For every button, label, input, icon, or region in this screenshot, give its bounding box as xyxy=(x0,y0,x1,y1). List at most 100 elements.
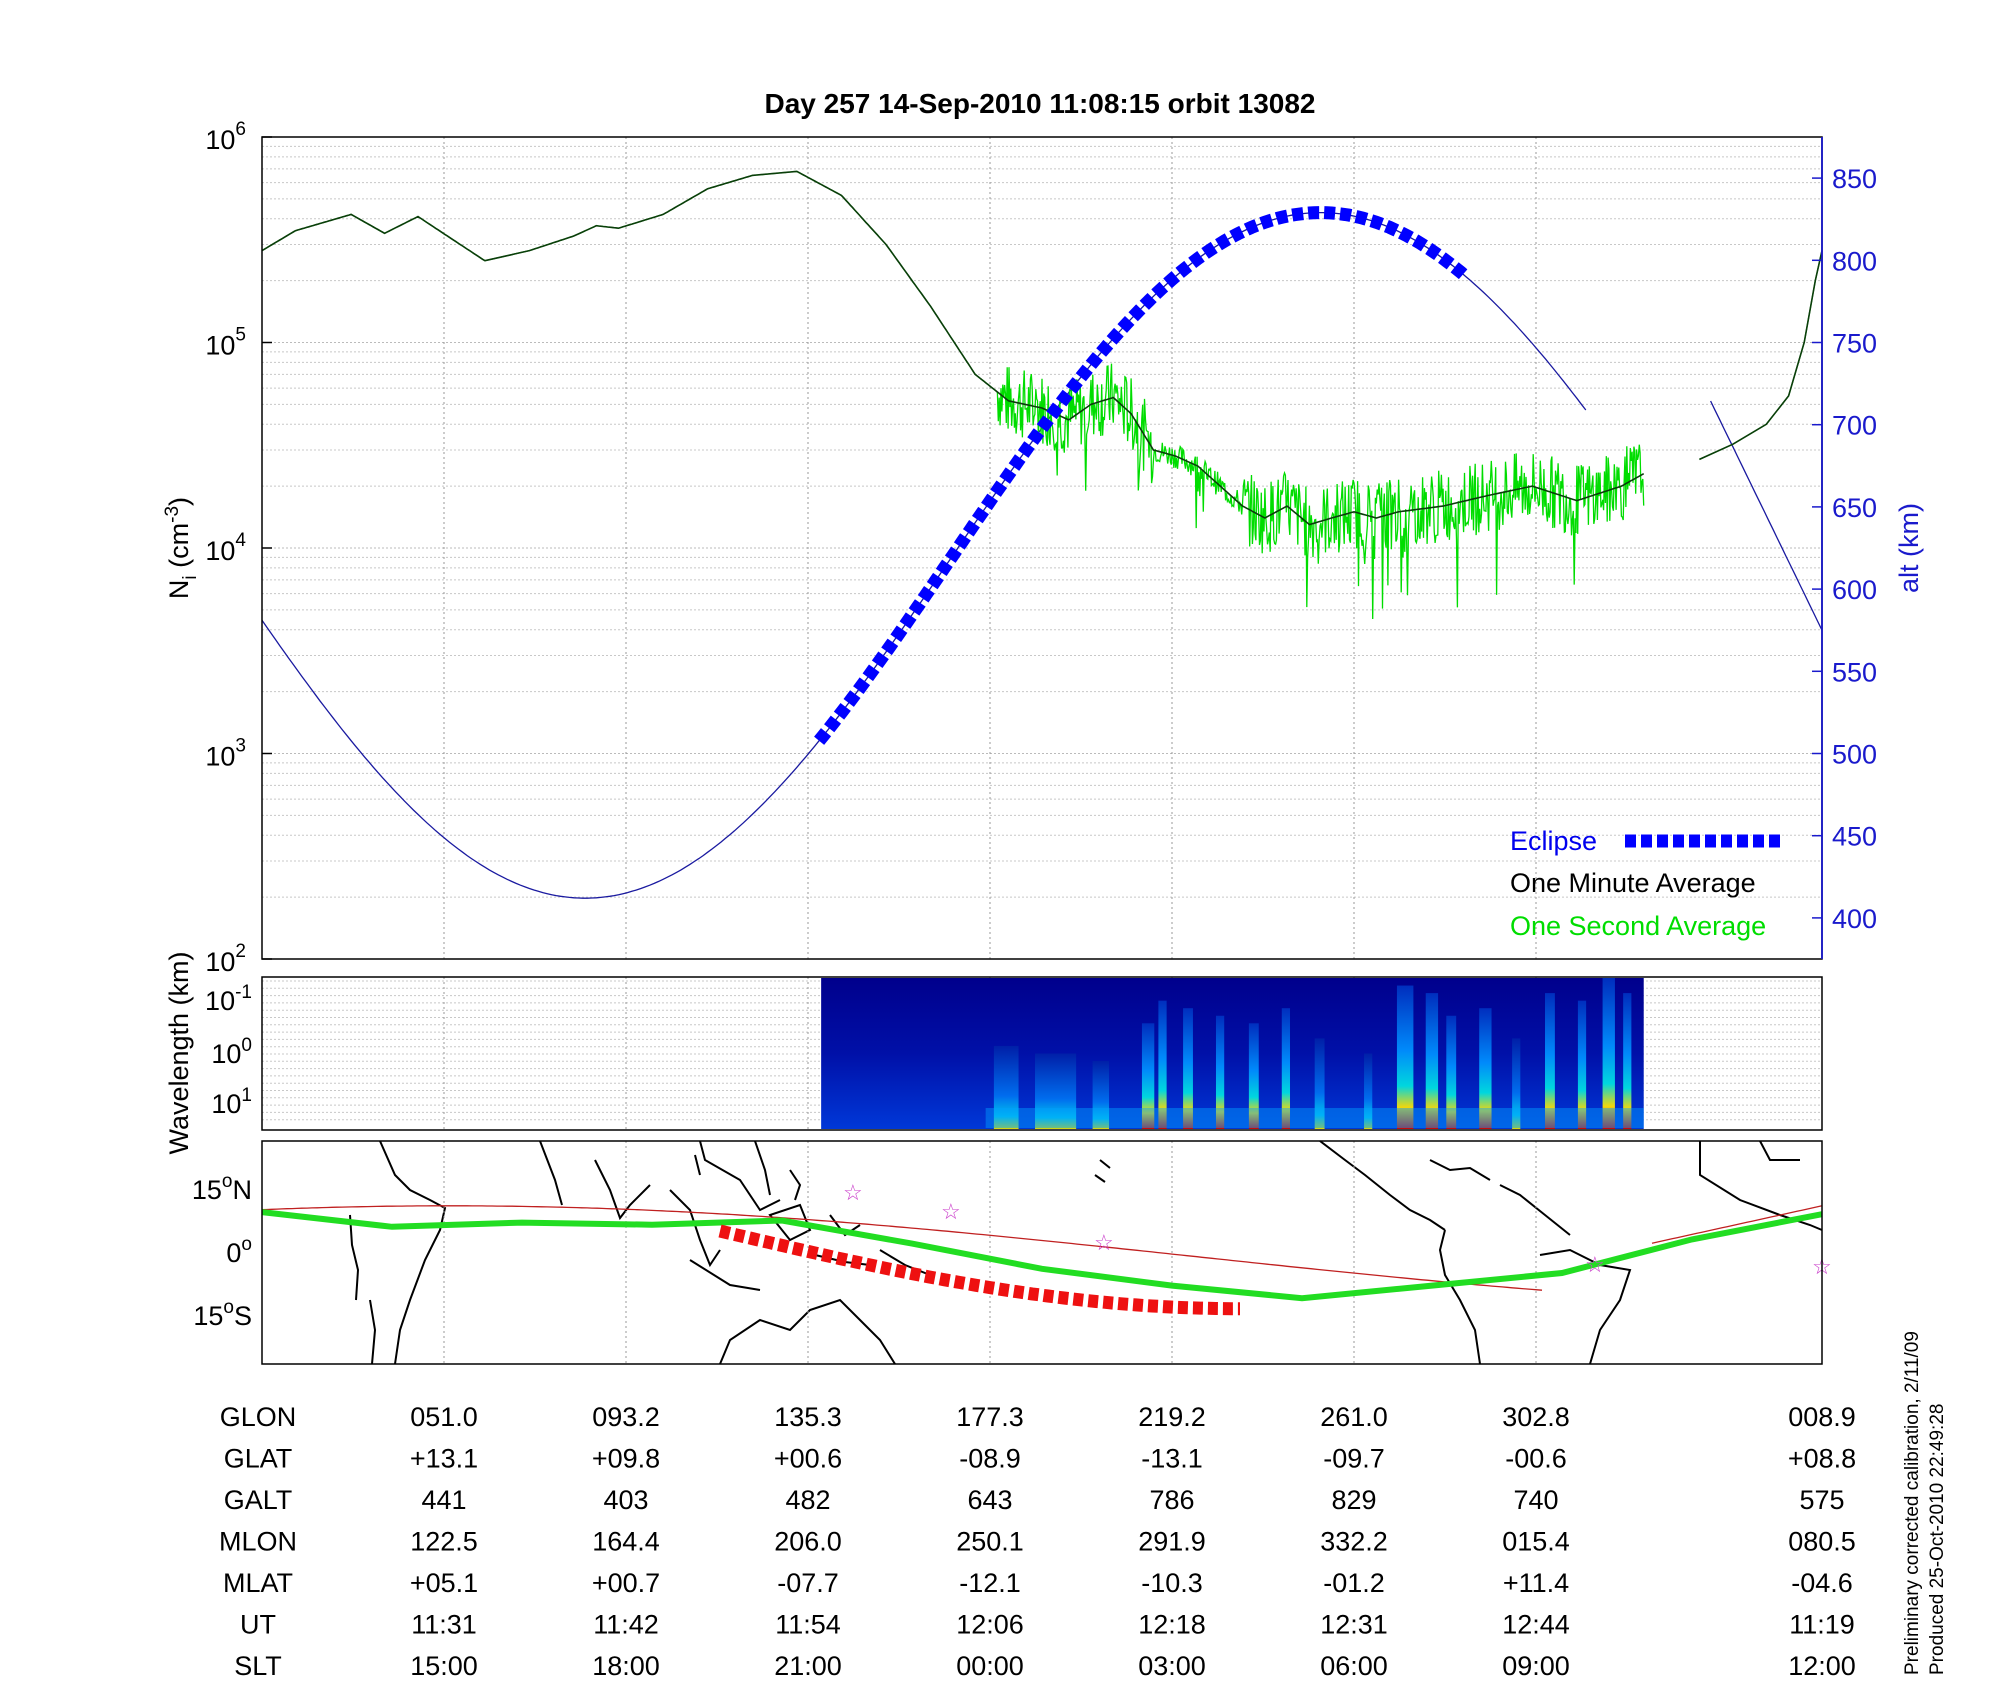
table-cell: 00:00 xyxy=(956,1651,1024,1681)
table-cell: 12:44 xyxy=(1502,1610,1570,1640)
table-cell: 643 xyxy=(967,1485,1012,1515)
table-row-label: SLT xyxy=(234,1651,282,1681)
spectrogram-burst xyxy=(1512,1038,1521,1129)
altitude-y-tick-label: 400 xyxy=(1832,904,1877,934)
spectrogram-burst xyxy=(1479,1008,1492,1129)
spectrogram-burst xyxy=(1364,1053,1373,1129)
legend-eclipse-label: Eclipse xyxy=(1510,826,1597,856)
spectrogram-burst xyxy=(1602,978,1615,1129)
table-cell: 008.9 xyxy=(1788,1402,1856,1432)
map-y-tick-label: 15oN xyxy=(192,1171,252,1205)
spectrogram-burst xyxy=(1314,1038,1325,1129)
table-cell: 482 xyxy=(785,1485,830,1515)
table-cell: 11:19 xyxy=(1789,1610,1855,1640)
map-eclipse-segment xyxy=(718,1224,1240,1316)
table-cell: +00.7 xyxy=(592,1568,660,1598)
coastlines xyxy=(349,1140,1823,1365)
table-cell: 829 xyxy=(1331,1485,1376,1515)
altitude-y-tick-label: 650 xyxy=(1832,493,1877,523)
star-icon: ☆ xyxy=(843,1180,863,1205)
table-cell: 015.4 xyxy=(1502,1527,1570,1557)
table-cell: 122.5 xyxy=(410,1527,478,1557)
altitude-y-tick-label: 550 xyxy=(1832,657,1877,687)
density-y-tick-label: 105 xyxy=(205,325,246,361)
altitude-y-tick-label: 700 xyxy=(1832,411,1877,441)
table-cell: -09.7 xyxy=(1323,1444,1385,1474)
map-y-ticks: 15oN 0o 15oS xyxy=(192,1171,252,1331)
spectrogram-burst xyxy=(1545,993,1555,1129)
table-row-label: MLAT xyxy=(223,1568,293,1598)
table-row-label: MLON xyxy=(219,1527,297,1557)
table-cell: 18:00 xyxy=(592,1651,660,1681)
table-cell: -12.1 xyxy=(959,1568,1021,1598)
legend-second-label: One Second Average xyxy=(1510,911,1766,941)
table-cell: 12:00 xyxy=(1788,1651,1856,1681)
table-cell: -07.7 xyxy=(777,1568,839,1598)
altitude-y-tick-label: 850 xyxy=(1832,164,1877,194)
wavelength-y-tick-label: 101 xyxy=(211,1085,252,1119)
table-cell: -01.2 xyxy=(1323,1568,1385,1598)
spectrogram-burst xyxy=(1248,1023,1259,1129)
altitude-y-tick-label: 800 xyxy=(1832,246,1877,276)
footer-line-1: Preliminary corrected calibration, 2/11/… xyxy=(1902,1331,1923,1675)
table-cell: -04.6 xyxy=(1791,1568,1853,1598)
magnetic-equator-line xyxy=(261,1205,1823,1291)
spectrogram-burst xyxy=(1183,1008,1193,1129)
table-cell: +08.8 xyxy=(1788,1444,1856,1474)
density-y-tick-label: 102 xyxy=(205,941,246,977)
table-cell: 080.5 xyxy=(1788,1527,1856,1557)
table-row-label: UT xyxy=(240,1610,276,1640)
altitude-y-tick-label: 600 xyxy=(1832,575,1877,605)
eclipse-line xyxy=(814,206,1470,745)
ground-track-line xyxy=(261,1209,1823,1302)
density-y-ticks: 102 103 104 105 106 xyxy=(205,119,272,977)
density-y-tick-label: 106 xyxy=(205,119,246,155)
legend-minute-label: One Minute Average xyxy=(1510,868,1756,898)
spectrogram-background xyxy=(821,978,1644,1129)
spectrogram-burst xyxy=(1577,1000,1587,1129)
table-cell: -08.9 xyxy=(959,1444,1021,1474)
altitude-y-tick-label: 450 xyxy=(1832,822,1877,852)
altitude-y-ticks: 400 450 500 550 600 650 700 750 800 850 xyxy=(1812,164,1877,934)
table-cell: -00.6 xyxy=(1505,1444,1567,1474)
density-grid xyxy=(262,145,1822,960)
table-cell: 093.2 xyxy=(592,1402,660,1432)
table-cell: 575 xyxy=(1799,1485,1844,1515)
map-panel: ☆ ☆ ☆ ☆ ☆ 15oN 0o 15oS xyxy=(192,1140,1832,1365)
table-cell: 332.2 xyxy=(1320,1527,1388,1557)
spectrogram-burst xyxy=(1092,1061,1110,1129)
spectrogram-burst xyxy=(1281,1008,1291,1129)
table-cell: 291.9 xyxy=(1138,1527,1206,1557)
spectrogram-burst xyxy=(1215,1015,1225,1129)
footer-line-2: Produced 25-Oct-2010 22:49:28 xyxy=(1927,1404,1948,1675)
table-cell: 09:00 xyxy=(1502,1651,1570,1681)
table-cell: +09.8 xyxy=(592,1444,660,1474)
table-cell: +13.1 xyxy=(410,1444,478,1474)
spectrogram-burst xyxy=(1141,1023,1155,1129)
table-cell: 15:00 xyxy=(410,1651,478,1681)
table-cell: 12:31 xyxy=(1320,1610,1388,1640)
table-cell: -13.1 xyxy=(1141,1444,1203,1474)
spectrogram xyxy=(821,978,1644,1129)
table-cell: 250.1 xyxy=(956,1527,1024,1557)
spectrogram-burst xyxy=(1035,1053,1077,1129)
table-cell: 219.2 xyxy=(1138,1402,1206,1432)
spectrogram-burst xyxy=(1396,985,1414,1129)
table-cell: 06:00 xyxy=(1320,1651,1388,1681)
spectrogram-burst xyxy=(1425,993,1439,1129)
table-cell: 051.0 xyxy=(410,1402,478,1432)
table-cell: 03:00 xyxy=(1138,1651,1206,1681)
star-icon: ☆ xyxy=(1094,1230,1114,1255)
altitude-y-axis-label: alt (km) xyxy=(1894,503,1924,593)
station-markers: ☆ ☆ ☆ ☆ ☆ xyxy=(843,1180,1832,1279)
one-minute-average-line xyxy=(261,170,1823,526)
ephemeris-table: GLON 051.0 093.2 135.3 177.3 219.2 261.0 302.8 0… xyxy=(219,1402,1856,1681)
wavelength-panel: 10-1 100 101 Wavelength (km) xyxy=(164,951,1823,1155)
spectrogram-burst xyxy=(1446,1015,1457,1129)
map-y-tick-label: 0o xyxy=(226,1234,252,1268)
spectrogram-burst xyxy=(1623,993,1632,1129)
table-cell: +11.4 xyxy=(1503,1568,1569,1598)
spectrogram-burst xyxy=(1158,1000,1167,1129)
chart-title: Day 257 14-Sep-2010 11:08:15 orbit 13082 xyxy=(764,88,1315,119)
